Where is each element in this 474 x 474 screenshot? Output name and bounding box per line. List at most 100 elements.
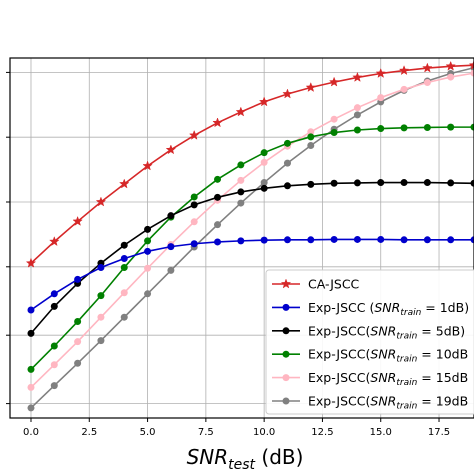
data-point [353, 235, 361, 243]
data-point [120, 241, 128, 249]
data-point [377, 94, 385, 102]
legend-label-sub: train [396, 402, 417, 412]
legend-label-suffix: = 15dB [417, 370, 468, 385]
data-point [120, 264, 128, 272]
legend-entry: Exp-JSCC(SNRtrain = 5dB) [272, 323, 465, 341]
data-point [27, 365, 35, 373]
x-axis-title-main: SNR [187, 445, 229, 469]
y-axis-ticks [6, 71, 10, 405]
data-point [97, 313, 105, 321]
data-point [214, 193, 222, 201]
data-point [447, 123, 455, 131]
data-point [120, 313, 128, 321]
legend-label: Exp-JSCC(SNRtrain = 5dB) [308, 323, 465, 341]
legend-box [265, 269, 474, 415]
data-point [307, 128, 315, 136]
data-point [283, 159, 291, 167]
x-axis-title: SNRtest (dB) [187, 445, 304, 473]
legend-entry: CA-JSCC [272, 277, 360, 292]
data-point [237, 188, 245, 196]
data-point [212, 117, 223, 128]
legend-entry: Exp-JSCC(SNRtrain = 19dB [272, 394, 468, 412]
series-3 [27, 123, 474, 373]
x-axis-ticks: 0.0 2.5 5.0 7.5 10.0 12.5 15.0 17.5 [23, 418, 450, 438]
data-point [400, 236, 408, 244]
legend-label-math: SNR [370, 323, 396, 338]
data-point [27, 329, 35, 337]
data-point [258, 96, 270, 107]
x-axis-title-sub: test [228, 457, 255, 473]
data-point [120, 289, 128, 297]
data-point [74, 338, 82, 346]
legend-label-suffix: = 5dB) [417, 323, 465, 338]
data-point [282, 88, 293, 99]
data-point [72, 215, 83, 226]
data-point [283, 139, 291, 147]
data-point [214, 238, 222, 246]
legend-label-prefix: Exp-JSCC ( [308, 300, 374, 315]
series-line [30, 64, 474, 264]
legend-swatch-marker [282, 397, 290, 405]
data-point [97, 292, 105, 300]
data-point [142, 160, 153, 171]
data-point [25, 257, 37, 268]
data-point [423, 123, 431, 131]
legend-swatch-marker [282, 327, 290, 335]
data-point [400, 124, 408, 132]
legend-label-sub: train [400, 308, 421, 318]
data-point [447, 179, 455, 187]
legend-label-math: SNR [374, 300, 400, 315]
series-0 [25, 59, 474, 268]
data-point [237, 176, 245, 184]
legend-label-prefix: CA-JSCC [308, 277, 360, 292]
legend-label-sub: train [396, 331, 417, 341]
data-point [50, 382, 58, 390]
data-point [353, 111, 361, 119]
data-point [190, 193, 198, 201]
data-point [144, 237, 152, 245]
data-point [260, 236, 268, 244]
data-point [167, 212, 175, 220]
x-tick-label: 0.0 [23, 427, 39, 438]
data-point [470, 236, 474, 244]
data-point [377, 235, 385, 243]
data-point [27, 306, 35, 314]
legend-label-prefix: Exp-JSCC( [308, 323, 370, 338]
legend-swatch-marker [282, 374, 290, 382]
legend-swatch-marker [282, 350, 290, 358]
data-point [50, 342, 58, 350]
legend-swatch-marker [282, 303, 290, 311]
data-point [353, 126, 361, 134]
legend-label: Exp-JSCC(SNRtrain = 15dB [308, 370, 468, 388]
plot-frame [9, 57, 474, 419]
data-point [237, 199, 245, 207]
legend-label-math: SNR [370, 347, 396, 362]
legend-label-prefix: Exp-JSCC( [308, 347, 370, 362]
legend-entry: Exp-JSCC(SNRtrain = 15dB [272, 370, 468, 388]
data-point [190, 218, 198, 226]
data-point [74, 275, 82, 283]
x-tick-label: 5.0 [140, 427, 156, 438]
data-point [470, 69, 474, 77]
data-point [188, 129, 200, 140]
data-point [190, 240, 198, 248]
data-point [283, 236, 291, 244]
data-point [237, 237, 245, 245]
data-point [260, 158, 268, 166]
data-point [95, 196, 107, 207]
legend-entry: Exp-JSCC (SNRtrain = 1dB) [272, 300, 469, 318]
data-point [423, 179, 431, 187]
series-line [30, 238, 474, 311]
data-point [74, 318, 82, 326]
data-point [307, 141, 315, 149]
x-axis-title-unit: (dB) [255, 445, 303, 469]
data-point [445, 60, 456, 71]
x-tick-label: 17.5 [428, 427, 450, 438]
data-point [260, 149, 268, 157]
x-tick-label: 12.5 [311, 427, 333, 438]
data-point [447, 236, 455, 244]
data-point [235, 106, 247, 117]
legend-label: Exp-JSCC(SNRtrain = 10dB [308, 347, 468, 365]
